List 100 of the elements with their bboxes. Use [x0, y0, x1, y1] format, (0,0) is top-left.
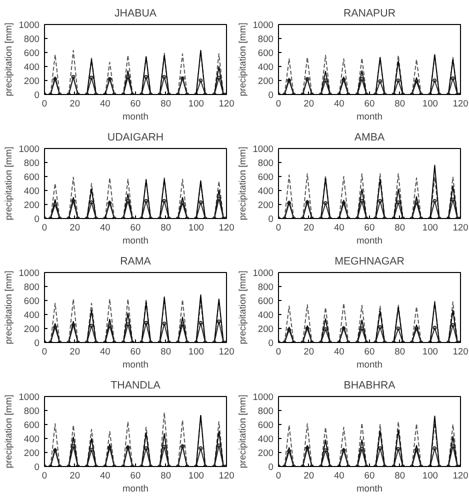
x-tick-label: 80 — [394, 222, 406, 232]
x-tick-label: 20 — [70, 346, 80, 356]
y-tick-label: 0 — [268, 90, 274, 100]
y-tick-label: 1000 — [252, 144, 274, 154]
chart-title: RAMA — [120, 256, 152, 268]
y-tick-label: 1000 — [18, 20, 40, 30]
x-tick-label: 80 — [160, 222, 172, 232]
x-tick-label: 100 — [188, 98, 204, 108]
y-tick-label: 200 — [24, 324, 40, 334]
x-tick-label: 60 — [130, 98, 141, 108]
y-axis-title: precipitation [mm] — [238, 22, 248, 96]
y-tick-label: 0 — [268, 214, 274, 224]
x-tick-label: 80 — [394, 346, 406, 356]
x-axis-title: month — [356, 360, 382, 370]
x-tick-label: 60 — [364, 222, 375, 232]
y-tick-label: 0 — [34, 462, 40, 472]
chart-title: AMBA — [354, 132, 386, 144]
x-axis-title: month — [122, 236, 148, 246]
y-tick-label: 600 — [258, 296, 274, 306]
x-tick-label: 20 — [70, 470, 80, 480]
x-axis-title: month — [122, 112, 148, 122]
y-tick-label: 800 — [258, 34, 274, 44]
y-tick-label: 400 — [258, 434, 274, 444]
y-tick-label: 800 — [258, 158, 274, 168]
x-tick-label: 100 — [422, 98, 438, 108]
x-tick-label: 0 — [276, 98, 282, 108]
x-axis-title: month — [356, 236, 382, 246]
y-axis-title: precipitation [mm] — [238, 270, 248, 344]
y-tick-label: 400 — [24, 310, 40, 320]
y-tick-label: 600 — [24, 296, 40, 306]
y-tick-label: 800 — [24, 406, 40, 416]
y-tick-label: 200 — [24, 200, 40, 210]
x-tick-label: 20 — [304, 98, 314, 108]
x-tick-label: 80 — [394, 98, 406, 108]
x-tick-label: 0 — [42, 346, 48, 356]
x-tick-label: 100 — [188, 222, 204, 232]
y-tick-label: 1000 — [252, 20, 274, 30]
y-tick-label: 600 — [24, 48, 40, 58]
y-tick-label: 0 — [34, 214, 40, 224]
y-tick-label: 600 — [24, 420, 40, 430]
y-axis-title: precipitation [mm] — [4, 146, 14, 220]
y-tick-label: 600 — [258, 172, 274, 182]
x-tick-label: 40 — [100, 222, 110, 232]
x-axis-title: month — [122, 484, 148, 494]
x-tick-label: 120 — [452, 98, 468, 108]
chart-title: JHABUA — [114, 8, 158, 20]
y-axis-title: precipitation [mm] — [238, 146, 248, 220]
x-tick-label: 20 — [304, 470, 314, 480]
x-tick-label: 40 — [334, 470, 344, 480]
x-tick-label: 120 — [218, 470, 234, 480]
y-tick-label: 400 — [258, 62, 274, 72]
y-tick-label: 1000 — [18, 392, 40, 402]
chart-title: BHABHRA — [344, 380, 396, 392]
y-tick-label: 0 — [34, 338, 40, 348]
y-tick-label: 600 — [24, 172, 40, 182]
y-tick-label: 200 — [24, 448, 40, 458]
y-tick-label: 400 — [258, 186, 274, 196]
y-tick-label: 400 — [24, 434, 40, 444]
y-tick-label: 400 — [24, 62, 40, 72]
chart-title: UDAIGARH — [107, 132, 164, 144]
x-tick-label: 100 — [188, 470, 204, 480]
x-axis-title: month — [122, 360, 148, 370]
x-axis-title: month — [356, 112, 382, 122]
y-tick-label: 1000 — [252, 392, 274, 402]
x-tick-label: 0 — [42, 470, 48, 480]
x-tick-label: 80 — [160, 346, 172, 356]
x-tick-label: 60 — [364, 98, 375, 108]
x-tick-label: 60 — [130, 470, 141, 480]
y-tick-label: 1000 — [18, 268, 40, 278]
x-tick-label: 0 — [276, 470, 282, 480]
x-tick-label: 0 — [276, 222, 282, 232]
y-tick-label: 200 — [258, 448, 274, 458]
x-tick-label: 60 — [130, 346, 141, 356]
x-tick-label: 60 — [364, 470, 375, 480]
chart-title: RANAPUR — [343, 8, 396, 20]
y-tick-label: 600 — [258, 48, 274, 58]
x-tick-label: 80 — [160, 98, 172, 108]
x-tick-label: 60 — [364, 346, 375, 356]
x-tick-label: 20 — [304, 222, 314, 232]
y-tick-label: 200 — [258, 324, 274, 334]
x-tick-label: 60 — [130, 222, 141, 232]
y-tick-label: 600 — [258, 420, 274, 430]
x-tick-label: 40 — [100, 98, 110, 108]
y-axis-title: precipitation [mm] — [238, 394, 248, 468]
y-tick-label: 200 — [258, 76, 274, 86]
x-tick-label: 120 — [452, 470, 468, 480]
y-tick-label: 0 — [268, 462, 274, 472]
y-tick-label: 800 — [24, 158, 40, 168]
x-tick-label: 120 — [218, 98, 234, 108]
x-tick-label: 20 — [304, 346, 314, 356]
y-tick-label: 1000 — [252, 268, 274, 278]
y-tick-label: 800 — [258, 406, 274, 416]
x-tick-label: 40 — [100, 470, 110, 480]
chart-title: MEGHNAGAR — [334, 256, 405, 268]
x-tick-label: 80 — [160, 470, 172, 480]
y-axis-title: precipitation [mm] — [4, 270, 14, 344]
x-tick-label: 120 — [452, 222, 468, 232]
x-tick-label: 100 — [188, 346, 204, 356]
x-tick-label: 0 — [42, 98, 48, 108]
x-tick-label: 0 — [42, 222, 48, 232]
